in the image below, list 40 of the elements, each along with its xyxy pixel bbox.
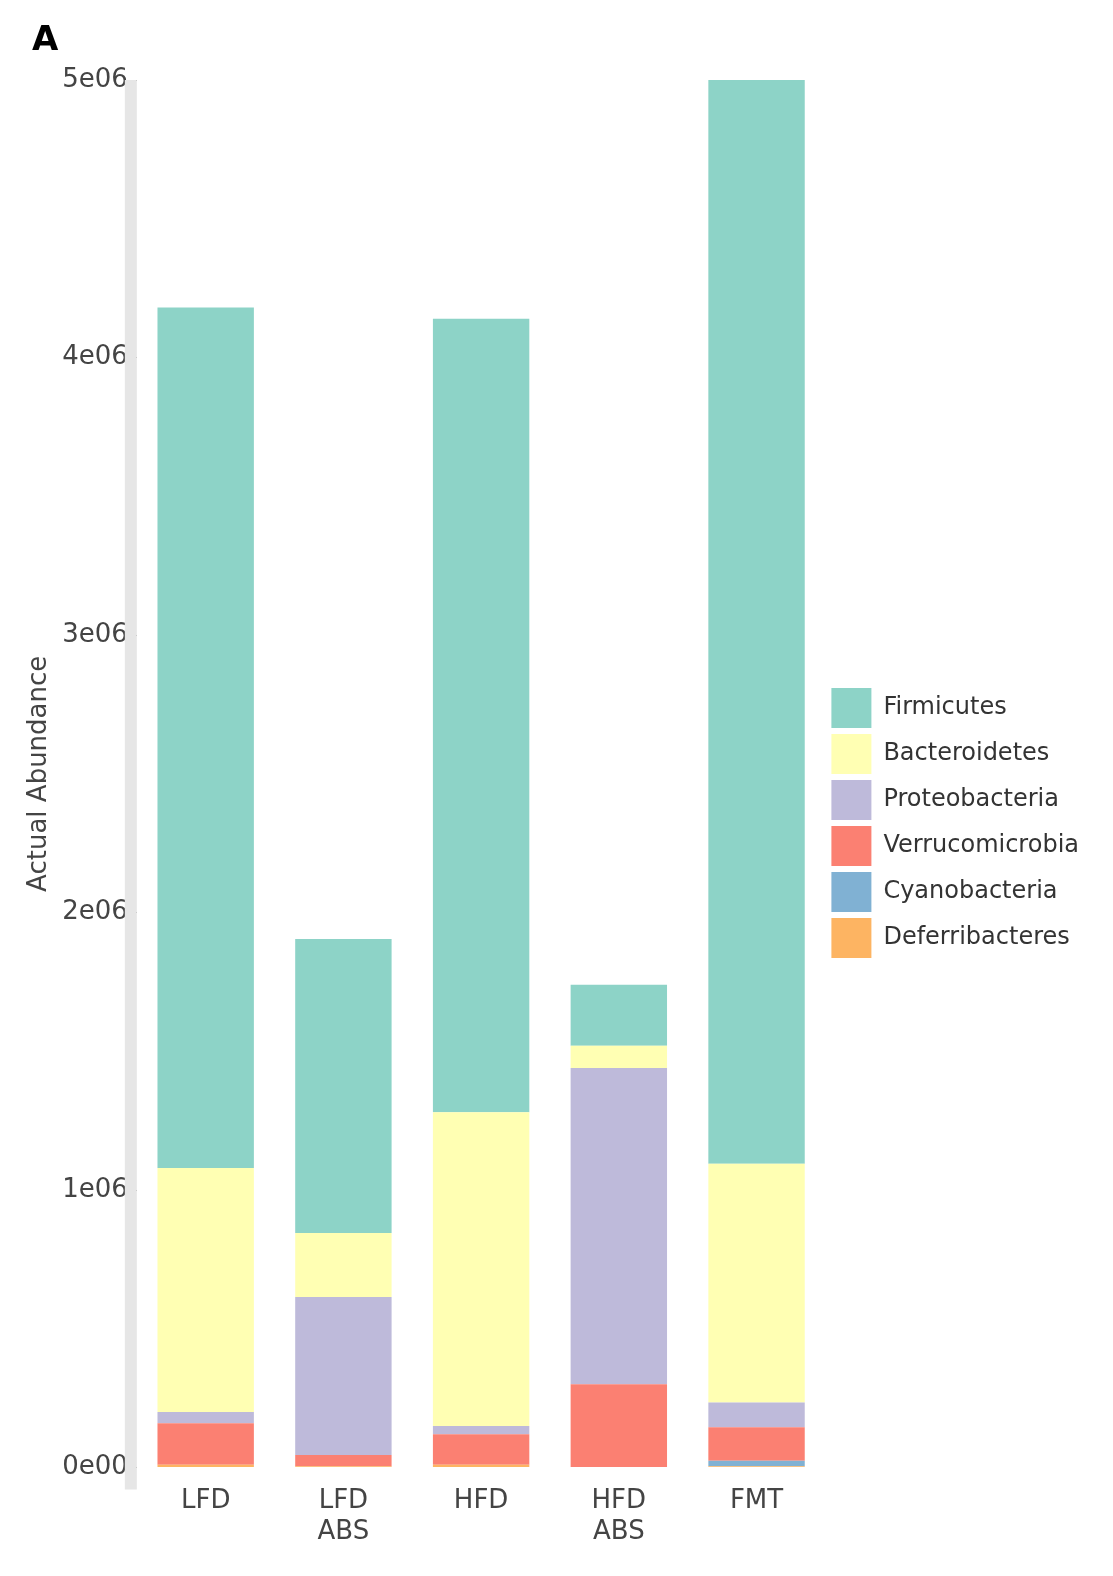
y-axis-title: Actual Abundance (22, 655, 53, 892)
bar (157, 307, 254, 1168)
text: A (32, 18, 59, 58)
x-tick-label: LFD (180, 1483, 231, 1514)
bar (432, 318, 530, 1113)
bar (295, 1455, 392, 1467)
bar (295, 938, 392, 1234)
bar (157, 1423, 254, 1465)
y-tick-label: 0e00 (62, 1450, 128, 1481)
y-tick-label: 1e06 (62, 1172, 128, 1203)
legend-label: Deferribacteres (883, 922, 1070, 951)
x-tick-label: LFD ABS (317, 1483, 370, 1546)
bar (432, 1434, 530, 1465)
x-tick-label: HFD ABS (591, 1483, 647, 1546)
y-tick-label: 2e06 (62, 895, 128, 926)
bar (708, 1427, 805, 1461)
bar (432, 1425, 530, 1435)
y-tick-label: 3e06 (62, 617, 128, 648)
bar (295, 1233, 392, 1297)
bar (570, 984, 668, 1046)
bar (570, 1384, 668, 1468)
y-tick-label: 5e06 (62, 62, 128, 93)
bar (570, 1045, 668, 1068)
x-tick-label: HFD (453, 1483, 509, 1514)
bar (157, 1412, 254, 1424)
legend-label: Cyanobacteria (883, 876, 1058, 905)
legend-label: Firmicutes (883, 692, 1007, 721)
legend-label: Verrucomicrobia (883, 830, 1080, 859)
bar (708, 1402, 805, 1428)
legend-label: Bacteroidetes (883, 738, 1050, 767)
x-tick-label: FMT (729, 1483, 784, 1514)
y-tick-label: 4e06 (62, 340, 128, 371)
bar (157, 1167, 254, 1413)
legend-label: Proteobacteria (883, 784, 1059, 813)
bar (708, 1163, 805, 1403)
bar (295, 1296, 392, 1456)
bar (708, 1460, 805, 1467)
bar (432, 1112, 530, 1426)
bar (570, 1067, 668, 1385)
bar (708, 80, 805, 1164)
